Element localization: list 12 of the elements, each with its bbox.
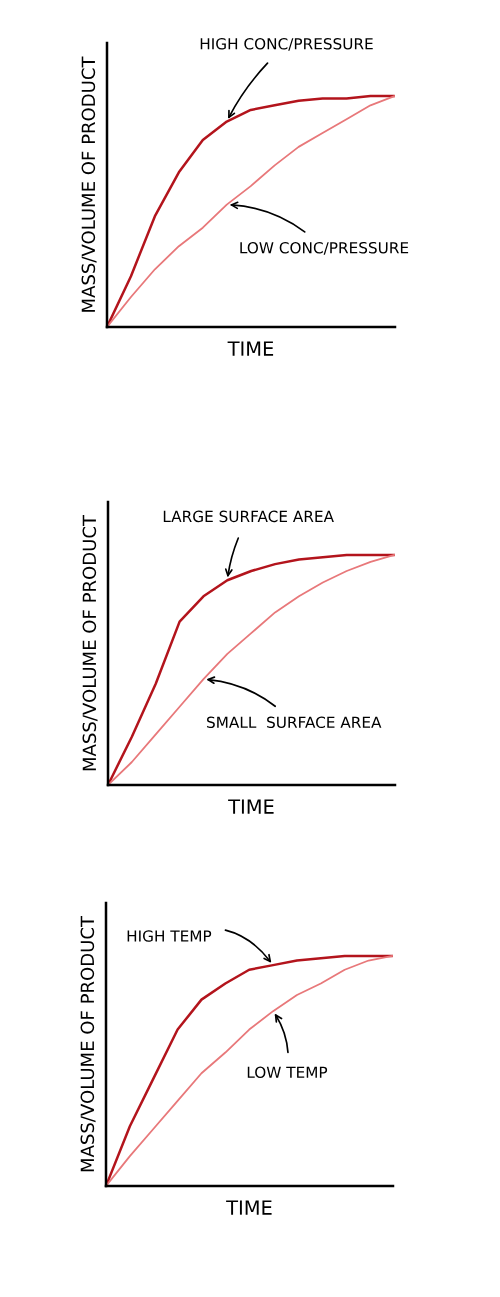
y-axis-title: MASS/VOLUME OF PRODUCT — [82, 514, 98, 771]
text: LOW CONC/PRESSURE — [240, 241, 409, 255]
text: LARGE SURFACE AREA — [163, 510, 334, 523]
series-label: LOW TEMP — [247, 1066, 328, 1079]
x-axis-title: TIME — [227, 341, 274, 356]
text: HIGH CONC/PRESSURE — [200, 37, 373, 51]
y-axis-title: MASS/VOLUME OF PRODUCT — [80, 915, 96, 1172]
y-axis-title: MASS/VOLUME OF PRODUCT — [81, 56, 97, 312]
x-axis-title: TIME — [228, 799, 274, 814]
x-axis-title: TIME — [226, 1200, 272, 1215]
series-label: SMALL SURFACE AREA — [207, 716, 382, 729]
text: HIGH TEMP — [127, 930, 212, 942]
